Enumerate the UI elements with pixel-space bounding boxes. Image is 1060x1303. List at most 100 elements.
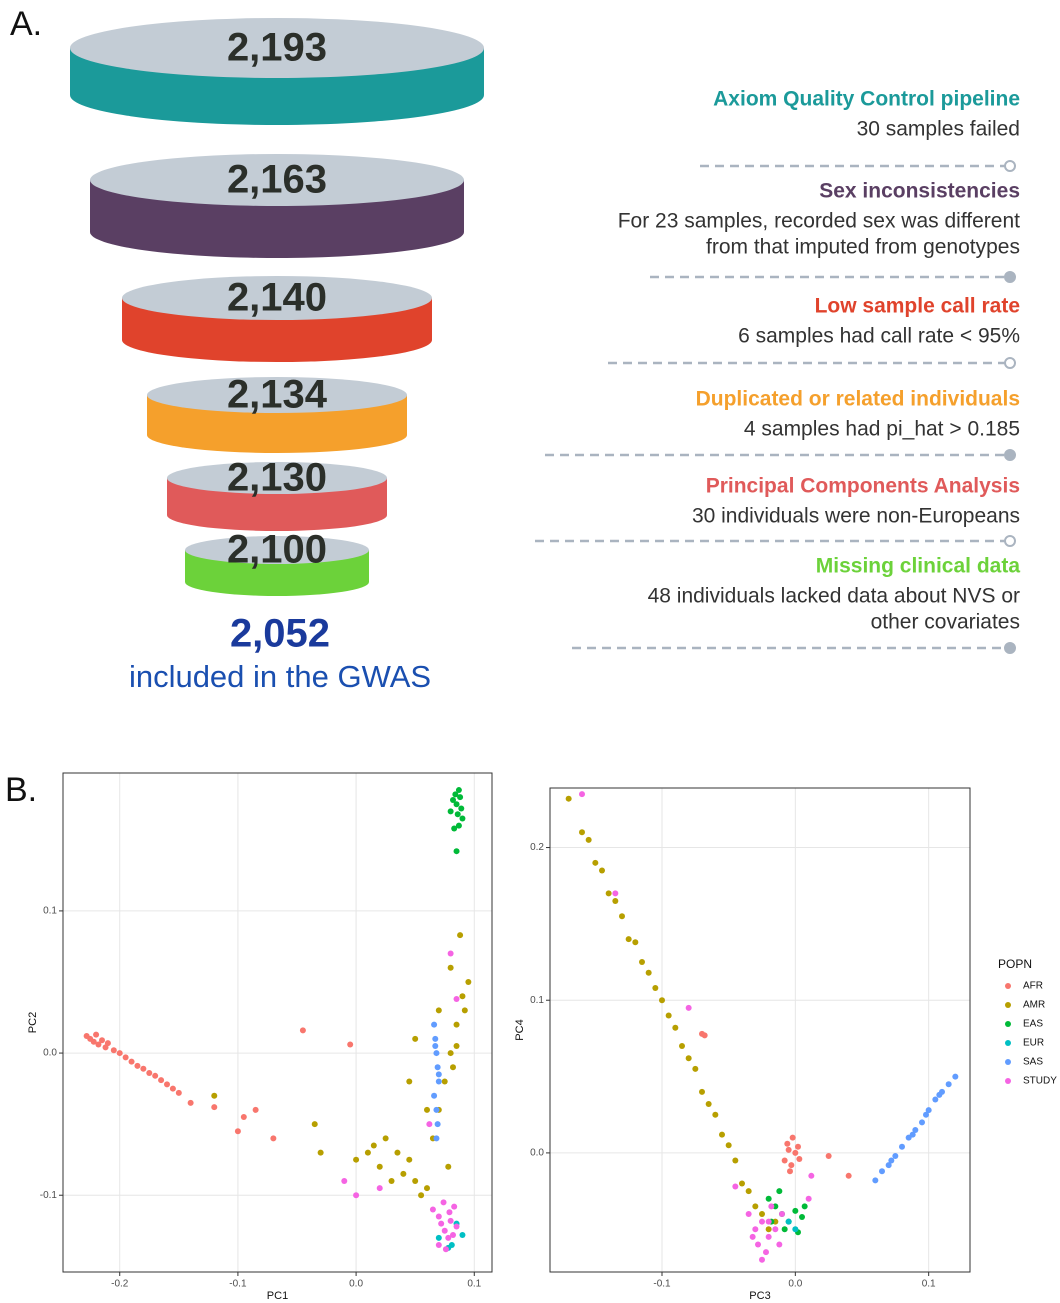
point	[787, 1168, 793, 1174]
point	[188, 1100, 194, 1106]
point	[450, 1232, 456, 1238]
x-tick-label: -0.1	[229, 1279, 247, 1290]
point	[462, 1007, 468, 1013]
point	[431, 1093, 437, 1099]
point	[442, 1078, 448, 1084]
point	[766, 1234, 772, 1240]
point	[766, 1219, 772, 1225]
point	[441, 1199, 447, 1205]
point	[566, 796, 572, 802]
legend-label: EAS	[1023, 1019, 1043, 1030]
x-tick-label: 0.0	[349, 1279, 363, 1290]
funnel-value-label: 2,163	[227, 158, 327, 202]
result-value: 2,052	[230, 612, 330, 656]
stage-title: Axiom Quality Control pipeline	[713, 88, 1020, 111]
point	[746, 1211, 752, 1217]
point	[808, 1173, 814, 1179]
point	[300, 1027, 306, 1033]
stage-description: For 23 samples, recorded sex was differe…	[618, 210, 1020, 233]
point	[99, 1037, 105, 1043]
x-tick-label: -0.2	[111, 1279, 129, 1290]
point	[599, 867, 605, 873]
point	[448, 1050, 454, 1056]
point	[383, 1135, 389, 1141]
point	[606, 890, 612, 896]
legend-swatch	[1005, 1021, 1011, 1027]
point	[932, 1096, 938, 1102]
point	[454, 801, 460, 807]
point	[795, 1144, 801, 1150]
point	[879, 1168, 885, 1174]
point	[672, 1025, 678, 1031]
point	[936, 1092, 942, 1098]
point	[792, 1226, 798, 1232]
point	[430, 1206, 436, 1212]
point	[443, 1246, 449, 1252]
point	[586, 837, 592, 843]
point	[418, 1192, 424, 1198]
stage-title: Missing clinical data	[816, 555, 1021, 578]
point	[750, 1234, 756, 1240]
point	[919, 1119, 925, 1125]
point	[211, 1093, 217, 1099]
point	[786, 1147, 792, 1153]
point	[846, 1173, 852, 1179]
legend-swatch	[1005, 1002, 1011, 1008]
point	[779, 1211, 785, 1217]
point	[436, 1214, 442, 1220]
point	[659, 997, 665, 1003]
legend-swatch	[1005, 1059, 1011, 1065]
point	[111, 1047, 117, 1053]
point	[888, 1158, 894, 1164]
point	[666, 1012, 672, 1018]
point	[579, 791, 585, 797]
y-tick-label: 0.1	[43, 906, 57, 917]
point	[459, 815, 465, 821]
funnel-value-label: 2,193	[227, 26, 327, 70]
point	[899, 1144, 905, 1150]
point	[706, 1101, 712, 1107]
point	[796, 1156, 802, 1162]
plot-area	[550, 788, 970, 1272]
stage-description: other covariates	[871, 611, 1020, 634]
legend-swatch	[1005, 983, 1011, 989]
point	[739, 1180, 745, 1186]
point	[458, 806, 464, 812]
point	[123, 1054, 129, 1060]
point	[445, 1164, 451, 1170]
point	[436, 1071, 442, 1077]
point	[872, 1177, 878, 1183]
point	[456, 787, 462, 793]
point	[146, 1070, 152, 1076]
point	[436, 1007, 442, 1013]
point	[406, 1157, 412, 1163]
x-tick-label: 0.1	[922, 1279, 936, 1290]
point	[782, 1226, 788, 1232]
point	[726, 1142, 732, 1148]
stage-title: Sex inconsistencies	[819, 180, 1020, 203]
point	[686, 1055, 692, 1061]
y-tick-label: 0.0	[43, 1048, 57, 1059]
point	[686, 1005, 692, 1011]
point	[455, 811, 461, 817]
point	[377, 1164, 383, 1170]
point	[646, 970, 652, 976]
point	[394, 1150, 400, 1156]
x-axis-label: PC3	[749, 1290, 770, 1302]
point	[433, 1050, 439, 1056]
x-axis-label: PC1	[267, 1290, 288, 1302]
point	[759, 1219, 765, 1225]
point	[241, 1114, 247, 1120]
point	[612, 890, 618, 896]
point	[799, 1214, 805, 1220]
point	[400, 1171, 406, 1177]
point	[910, 1132, 916, 1138]
point	[448, 1218, 454, 1224]
point	[652, 985, 658, 991]
stage-description: from that imputed from genotypes	[706, 236, 1020, 259]
point	[579, 829, 585, 835]
point	[806, 1196, 812, 1202]
legend-title: POPN	[998, 957, 1032, 971]
point	[438, 1221, 444, 1227]
funnel-value-label: 2,100	[227, 528, 327, 572]
